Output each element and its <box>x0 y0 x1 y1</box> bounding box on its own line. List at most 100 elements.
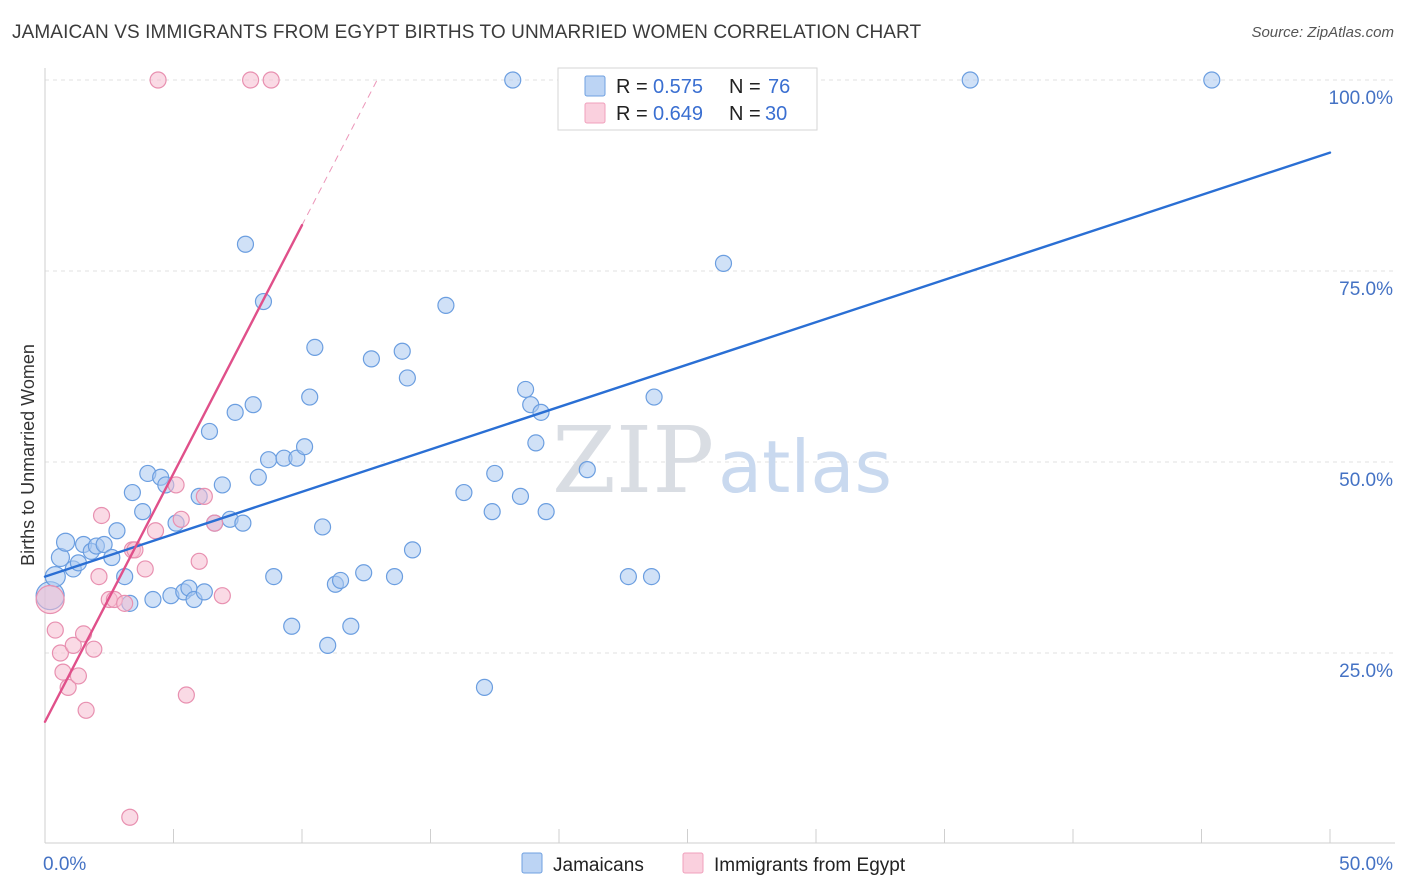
jamaican-point <box>259 451 278 469</box>
jamaican-point <box>244 396 262 414</box>
jamaican-point <box>455 483 473 502</box>
watermark-atlas: atlas <box>718 425 892 509</box>
egypt-point <box>136 560 154 578</box>
x-tick-label: 50.0% <box>1339 854 1393 875</box>
jamaican-point <box>961 71 979 89</box>
egypt-point <box>242 71 260 89</box>
stats-legend: R = 0.575 N = 76 R = 0.649 N = 30 <box>557 67 818 131</box>
jamaican-point <box>55 532 76 552</box>
egypt-point <box>90 567 108 586</box>
egypt-point <box>121 808 139 826</box>
jamaican-point <box>578 461 596 479</box>
jamaican-point <box>486 464 504 483</box>
trend-layer <box>43 75 1332 723</box>
bottom-legend-label-jamaicans: Jamaicans <box>553 855 644 876</box>
watermark-zip: ZIP <box>552 407 714 514</box>
jamaican-point <box>265 567 283 586</box>
egypt-point <box>195 487 213 505</box>
legend-r-value-1: 0.575 <box>653 76 703 98</box>
egypt-point <box>35 584 65 615</box>
jamaican-point <box>504 71 522 89</box>
grid-layer <box>45 79 1395 654</box>
jamaican-point <box>645 388 663 406</box>
jamaican-point <box>301 388 319 406</box>
bottom-legend-swatch-egypt <box>682 852 704 874</box>
jamaican-point <box>144 590 162 609</box>
legend-n-label-2: N = <box>729 103 761 125</box>
egypt-point <box>262 71 280 89</box>
jamaican-point <box>511 487 530 505</box>
jamaican-point <box>403 541 422 559</box>
y-tick-label: 25.0% <box>1339 661 1393 682</box>
jamaican-point <box>642 567 661 586</box>
egypt-point <box>92 506 111 525</box>
y-tick-label: 100.0% <box>1329 88 1394 109</box>
jamaican-point <box>200 422 219 441</box>
egypt-point <box>85 640 103 658</box>
jamaican-point <box>213 476 231 494</box>
jamaican-point <box>234 514 252 532</box>
jamaican-point <box>393 342 411 360</box>
x-tick-label: 0.0% <box>43 854 86 875</box>
jamaican-point <box>537 503 555 521</box>
legend-r-label-1: R = <box>616 76 648 98</box>
jamaican-point <box>134 503 152 521</box>
jamaican-point <box>319 636 337 654</box>
jamaican-point <box>95 535 113 554</box>
jamaican-point <box>342 617 360 635</box>
jamaican-point <box>249 468 267 486</box>
egypt-point <box>116 594 134 612</box>
jamaican-point <box>313 518 332 536</box>
jamaican-point <box>527 434 545 452</box>
egypt-trend-line <box>43 223 304 723</box>
y-tick-label: 75.0% <box>1339 279 1393 300</box>
jamaican-point <box>475 678 494 696</box>
egypt-point <box>190 552 208 570</box>
jamaican-point <box>714 254 733 272</box>
jamaican-point <box>385 567 404 586</box>
jamaican-point <box>355 564 373 582</box>
source-label: Source: ZipAtlas.com <box>1251 24 1394 41</box>
y-tick-label: 50.0% <box>1339 470 1393 491</box>
egypt-point <box>149 71 167 89</box>
bottom-legend: Jamaicans Immigrants from Egypt <box>521 852 906 876</box>
jamaican-point <box>362 350 380 368</box>
bottom-legend-label-egypt: Immigrants from Egypt <box>714 855 906 876</box>
watermark: ZIP atlas <box>552 407 892 514</box>
points-layer <box>35 71 1221 826</box>
y-axis-label: Births to Unmarried Women <box>18 344 38 566</box>
legend-n-value-1: 76 <box>768 76 790 98</box>
legend-swatch-jamaicans <box>584 75 606 97</box>
egypt-point <box>69 667 88 685</box>
jamaican-point <box>226 403 244 421</box>
legend-swatch-egypt <box>584 102 606 124</box>
egypt-point <box>51 644 70 662</box>
egypt-point <box>77 701 95 719</box>
jamaican-point <box>398 369 416 387</box>
egypt-point <box>177 686 195 704</box>
chart-title: JAMAICAN VS IMMIGRANTS FROM EGYPT BIRTHS… <box>12 22 922 43</box>
legend-n-label-1: N = <box>729 76 761 98</box>
legend-r-label-2: R = <box>616 103 648 125</box>
bottom-legend-swatch-jamaicans <box>521 852 543 874</box>
jamaican-point <box>619 567 637 586</box>
jamaican-point <box>283 617 301 635</box>
jamaican-point <box>306 338 324 356</box>
jamaican-point <box>516 380 535 399</box>
jamaican-point <box>236 235 255 253</box>
jamaican-point <box>123 483 141 502</box>
egypt-trend-line-extension <box>301 75 380 226</box>
egypt-point <box>46 621 64 639</box>
egypt-point <box>213 587 231 605</box>
jamaican-point <box>331 571 350 590</box>
egypt-point <box>146 522 165 540</box>
jamaican-trend-line <box>43 151 1332 578</box>
jamaican-point <box>437 296 455 314</box>
egypt-point <box>64 636 82 654</box>
axis-layer: 25.0% 50.0% 75.0% 100.0% 0.0% 50.0% <box>43 68 1395 875</box>
jamaican-point <box>108 522 126 540</box>
legend-r-value-2: 0.649 <box>653 103 703 125</box>
jamaican-point <box>195 583 213 601</box>
jamaican-point <box>483 503 501 521</box>
